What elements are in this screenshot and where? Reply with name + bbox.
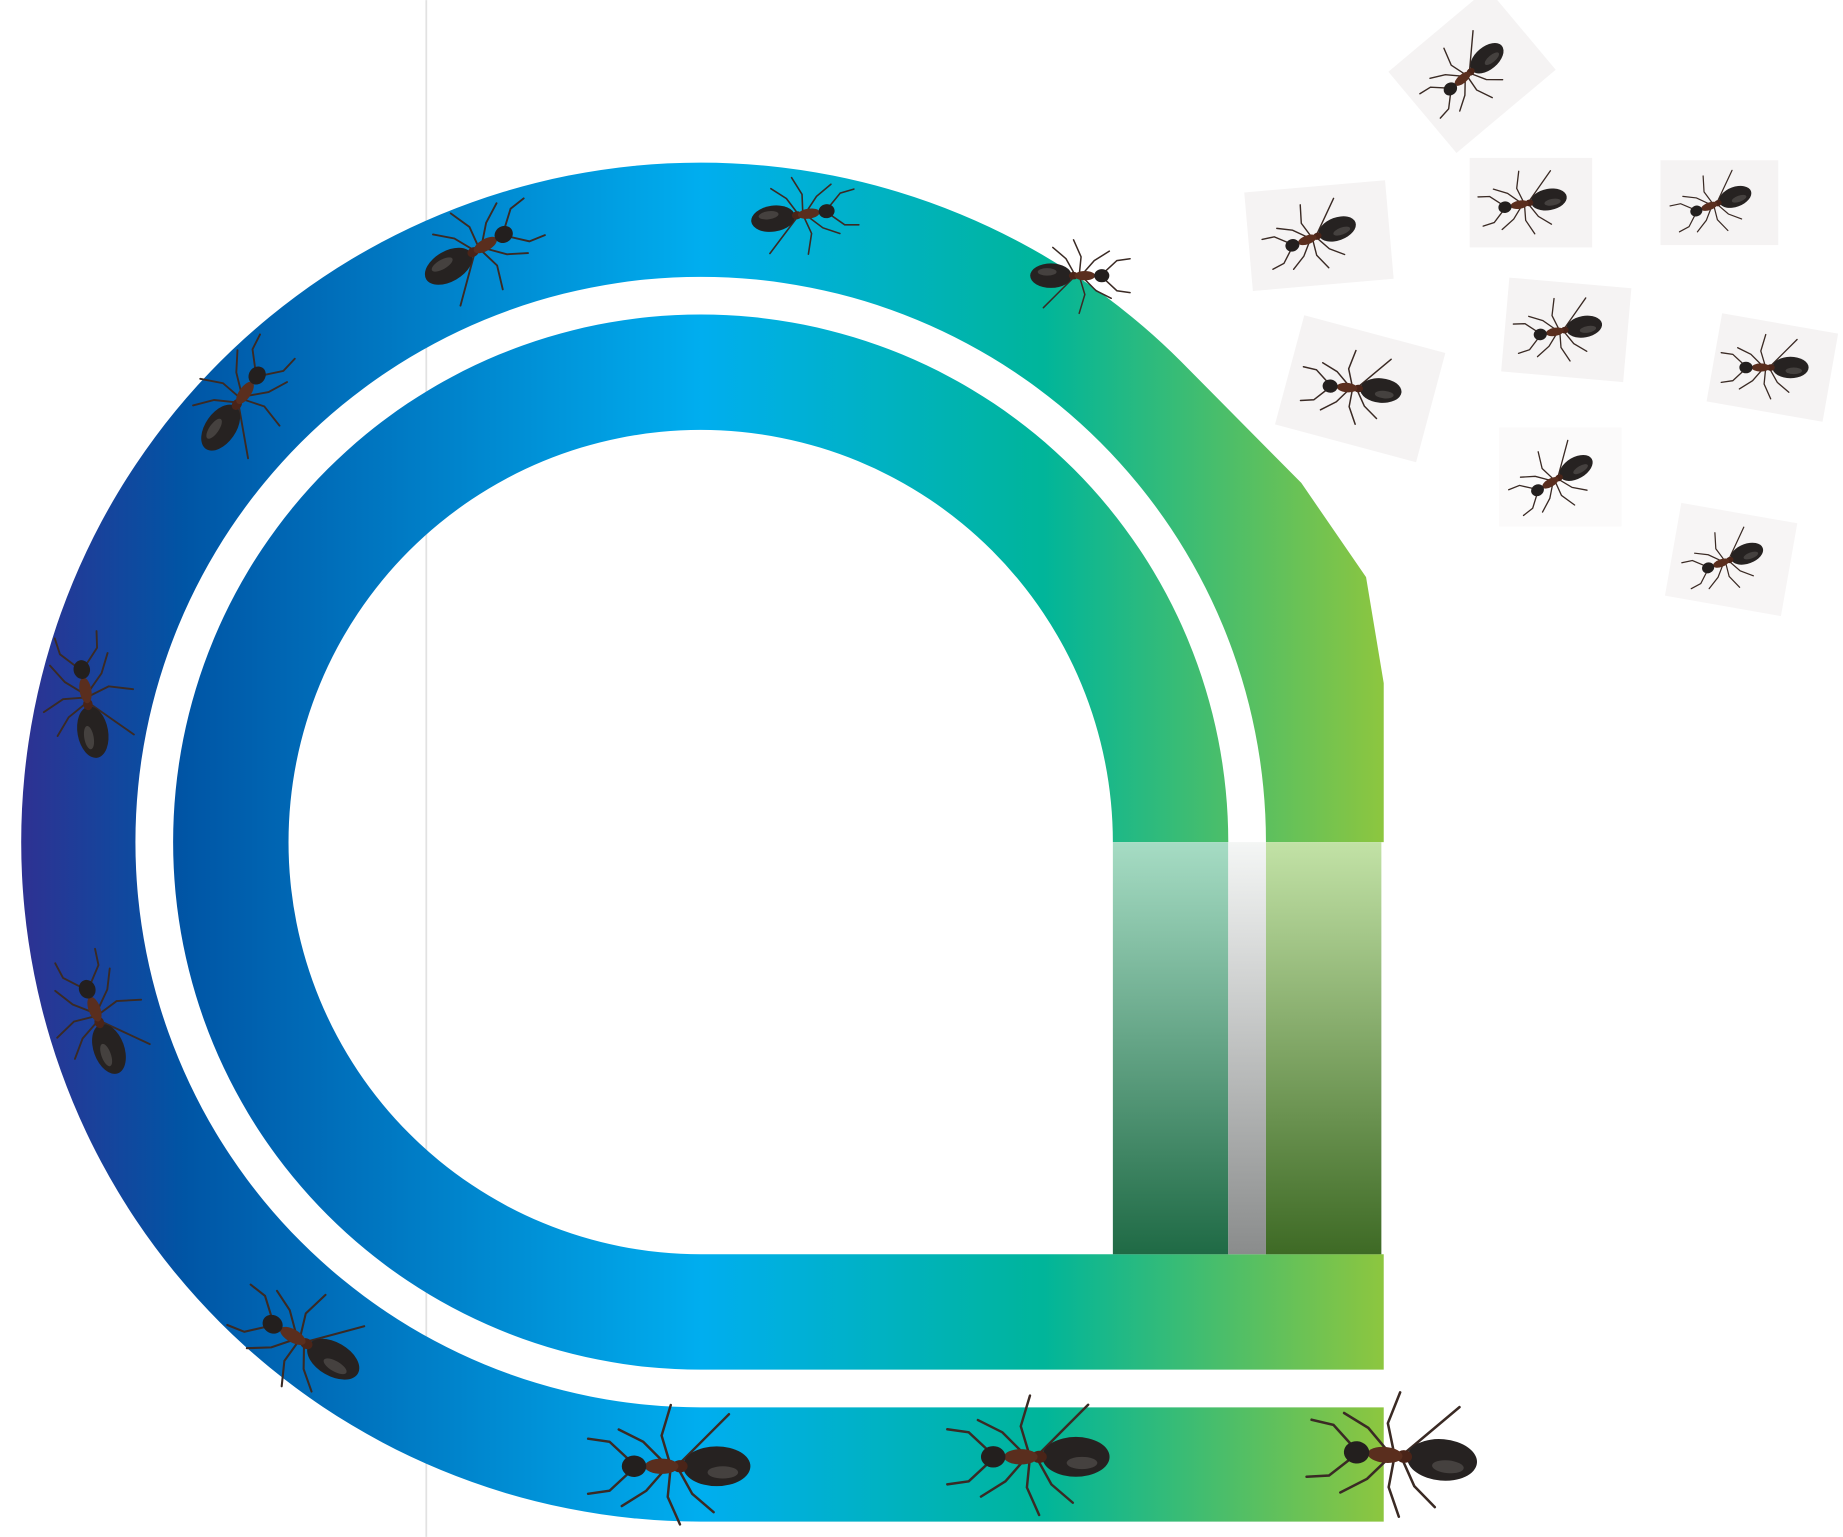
ant-card [1275,315,1445,462]
ant-card [1665,503,1798,618]
illustration [0,0,1843,1537]
ant-card [1499,428,1621,530]
ant-card [1470,158,1592,248]
fade-strip [1113,842,1228,1254]
ant-card [1388,0,1555,153]
ant-card [1244,180,1393,291]
loose-ants [1244,0,1838,618]
ant-card [1707,313,1839,422]
ant-card [1501,278,1631,383]
ant-card [1660,160,1778,246]
fade-strip [1266,842,1381,1254]
page: Ants on ring {} html, body { margin: 0; … [0,0,1843,1537]
fade-strip [1228,842,1266,1254]
body [0,0,1843,1537]
